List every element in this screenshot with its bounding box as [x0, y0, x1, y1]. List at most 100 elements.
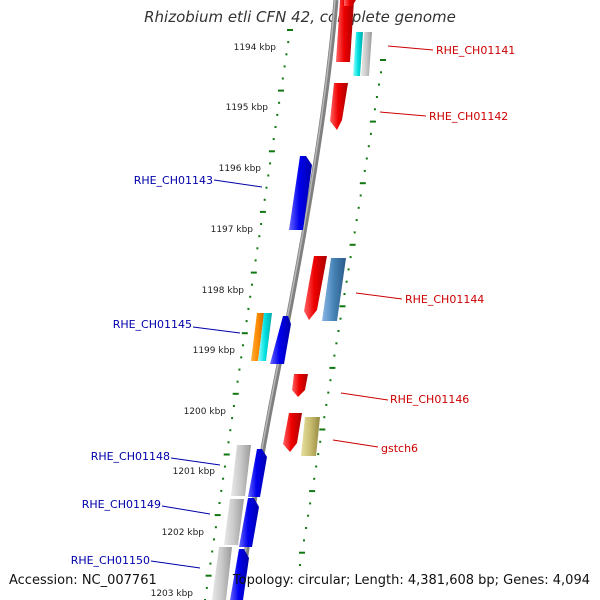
- ruler-tick: [278, 101, 281, 104]
- gene-label-rhe-ch01146[interactable]: RHE_CH01146: [390, 393, 469, 406]
- gene-arrow-orange[interactable]: [251, 313, 264, 361]
- gene-arrow-rhe-ch01143[interactable]: [289, 156, 312, 230]
- gene-arrow-grey-4[interactable]: [212, 547, 232, 600]
- gene-arrow-top-red[interactable]: [344, 0, 356, 6]
- ruler-tick: [299, 564, 301, 566]
- gene-arrow-rhe-ch01145[interactable]: [270, 316, 291, 364]
- leader-line: [170, 457, 221, 466]
- gene-arrow-rhe-ch01142[interactable]: [330, 83, 348, 130]
- gene-feature[interactable]: [304, 256, 346, 321]
- leader-line: [332, 439, 379, 448]
- leader-line: [340, 392, 389, 401]
- ruler-tick: [305, 527, 308, 529]
- ruler-tick: [229, 429, 232, 432]
- gene-label-rhe-ch01145[interactable]: RHE_CH01145: [113, 318, 192, 331]
- gene-feature[interactable]: [283, 413, 320, 456]
- ruler-tick: [213, 538, 215, 541]
- gene-feature[interactable]: [231, 445, 267, 497]
- kbp-label: 1196 kbp: [219, 164, 262, 174]
- ruler-tick: [325, 403, 328, 406]
- ruler-tick: [333, 354, 336, 357]
- leader-line: [192, 326, 241, 334]
- gene-feature[interactable]: [251, 313, 291, 364]
- gene-arrow-rhe-ch01144[interactable]: [304, 256, 327, 320]
- accession-text: Accession: NC_007761: [9, 573, 157, 588]
- ruler-tick: [214, 514, 221, 517]
- ruler-tick: [209, 562, 212, 565]
- gene-arrow-gstch6[interactable]: [283, 413, 302, 452]
- gene-arrow-steelblue[interactable]: [322, 258, 346, 321]
- gene-arrow-rhe-ch01146[interactable]: [292, 374, 308, 397]
- leader-line: [213, 179, 263, 188]
- ruler-tick: [245, 320, 248, 323]
- ruler-tick: [214, 526, 217, 529]
- ruler-tick: [238, 368, 241, 371]
- gene-arrow-rhe-ch01148[interactable]: [248, 449, 267, 497]
- gene-arrow-rhe-ch01150[interactable]: [230, 549, 249, 600]
- kbp-label: 1201 kbp: [173, 467, 216, 477]
- ruler-tick: [357, 206, 360, 209]
- ruler-tick: [307, 514, 310, 517]
- ruler-tick: [309, 502, 312, 505]
- kbp-label: 1203 kbp: [151, 589, 194, 599]
- ruler-tick: [285, 53, 288, 56]
- gene-feature[interactable]: [289, 156, 312, 230]
- ruler-tick: [343, 293, 346, 295]
- gene-feature[interactable]: [292, 374, 308, 397]
- ruler-tick: [287, 41, 290, 44]
- ruler-tick: [223, 453, 230, 456]
- ruler-tick: [267, 174, 270, 177]
- ruler-tick: [359, 194, 362, 197]
- ruler-tick: [241, 332, 248, 335]
- gene-label-rhe-ch01143[interactable]: RHE_CH01143: [134, 174, 213, 187]
- ruler-tick: [250, 271, 257, 274]
- gene-arrow-grey-2[interactable]: [231, 445, 251, 496]
- gene-arrow-grey[interactable]: [361, 32, 372, 76]
- ruler-tick: [256, 247, 259, 250]
- ruler-tick: [265, 186, 268, 189]
- gene-arrow-rhe-ch01141[interactable]: [336, 0, 354, 62]
- gene-label-rhe-ch01149[interactable]: RHE_CH01149: [82, 498, 161, 511]
- kbp-label: 1200 kbp: [184, 407, 227, 417]
- ruler-tick: [373, 108, 376, 111]
- gene-label-rhe-ch01141[interactable]: RHE_CH01141: [436, 44, 515, 57]
- ruler-tick: [359, 182, 366, 185]
- gene-arrow-grey-3[interactable]: [224, 499, 244, 545]
- ruler-tick: [259, 210, 266, 213]
- ruler-tick: [367, 145, 370, 148]
- ruler-tick: [222, 477, 225, 480]
- gene-label-rhe-ch01142[interactable]: RHE_CH01142: [429, 110, 508, 123]
- ruler-tick: [269, 162, 272, 165]
- leader-line: [161, 505, 211, 515]
- leader-lines: [150, 45, 434, 569]
- ruler-tick: [242, 344, 244, 347]
- ruler-tick: [258, 235, 261, 238]
- gene-label-rhe-ch01150[interactable]: RHE_CH01150: [71, 554, 150, 567]
- gene-feature[interactable]: [224, 498, 259, 547]
- ruler-tick: [223, 465, 226, 468]
- gene-label-gstch6[interactable]: gstch6: [381, 442, 418, 455]
- ruler-tick: [339, 317, 342, 320]
- ruler-tick: [329, 366, 336, 369]
- gene-arrow-olive[interactable]: [301, 417, 320, 456]
- topology-text: Topology: circular; Length: 4,381,608 bp…: [232, 573, 590, 588]
- ruler-tick: [339, 305, 346, 308]
- ruler-tick: [319, 440, 322, 443]
- gene-arrow-cyan[interactable]: [353, 32, 363, 76]
- gene-arrow-cyan-2[interactable]: [258, 313, 272, 361]
- gene-arrow-rhe-ch01149[interactable]: [239, 498, 259, 547]
- ruler-tick: [313, 477, 316, 480]
- ruler-tick: [327, 391, 330, 394]
- gene-feature[interactable]: [336, 0, 372, 76]
- ruler-tick: [345, 280, 348, 283]
- ruler-tick: [369, 120, 376, 123]
- ruler-tick: [349, 256, 352, 259]
- gene-label-rhe-ch01144[interactable]: RHE_CH01144: [405, 293, 484, 306]
- gene-feature[interactable]: [330, 83, 348, 130]
- kbp-label: 1198 kbp: [202, 286, 245, 296]
- gene-label-rhe-ch01148[interactable]: RHE_CH01148: [91, 450, 170, 463]
- ruler-tick: [309, 490, 316, 493]
- ruler-tick: [205, 586, 208, 589]
- gene-feature[interactable]: [212, 547, 249, 600]
